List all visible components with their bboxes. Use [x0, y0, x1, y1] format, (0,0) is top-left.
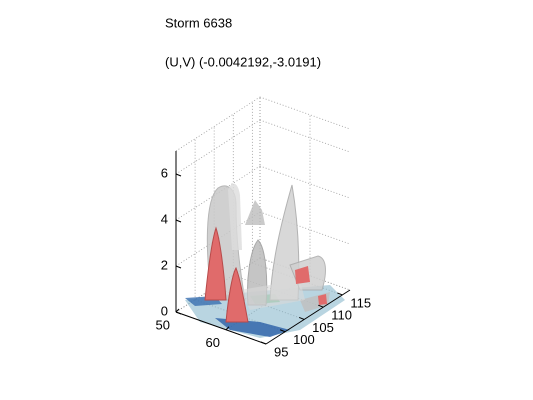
x-axis	[175, 311, 267, 345]
y-tick-label: 105	[312, 320, 334, 335]
red-peak	[204, 226, 227, 301]
grid-line	[259, 119, 351, 153]
y-tick	[337, 292, 343, 296]
x-tick-label: 60	[206, 335, 220, 350]
box-edge	[259, 96, 351, 130]
z-tick-label: 6	[161, 165, 168, 180]
z-tick	[175, 265, 182, 269]
gray-surface	[245, 200, 265, 225]
isosurfaces	[185, 183, 345, 338]
z-tick-label: 2	[161, 257, 168, 272]
z-tick	[175, 173, 182, 177]
grid-line	[259, 165, 351, 199]
chart-title: Storm 6638	[165, 15, 232, 30]
grid-line	[259, 211, 351, 245]
gray-surface	[240, 280, 305, 310]
chart-subtitle: (U,V) (-0.0042192,-3.0191)	[165, 54, 321, 69]
y-tick-label: 95	[274, 344, 288, 359]
grid-line	[252, 262, 343, 296]
red-peak	[225, 266, 249, 323]
floor-patch	[215, 318, 290, 337]
y-tick	[298, 316, 305, 320]
y-tick-label: 110	[331, 308, 352, 323]
x-tick	[225, 326, 230, 331]
y-tick	[279, 329, 286, 333]
gray-surface	[228, 183, 242, 250]
y-axis	[265, 289, 351, 345]
red-peak	[295, 266, 310, 284]
red-peak	[318, 294, 327, 305]
y-tick-label: 100	[293, 332, 315, 347]
x-tick-label: 50	[156, 317, 170, 332]
z-tick-label: 4	[161, 211, 168, 226]
y-tick	[318, 304, 324, 308]
y-tick-label: 115	[350, 295, 371, 310]
z-tick-label: 0	[161, 303, 168, 318]
z-tick	[175, 219, 182, 223]
